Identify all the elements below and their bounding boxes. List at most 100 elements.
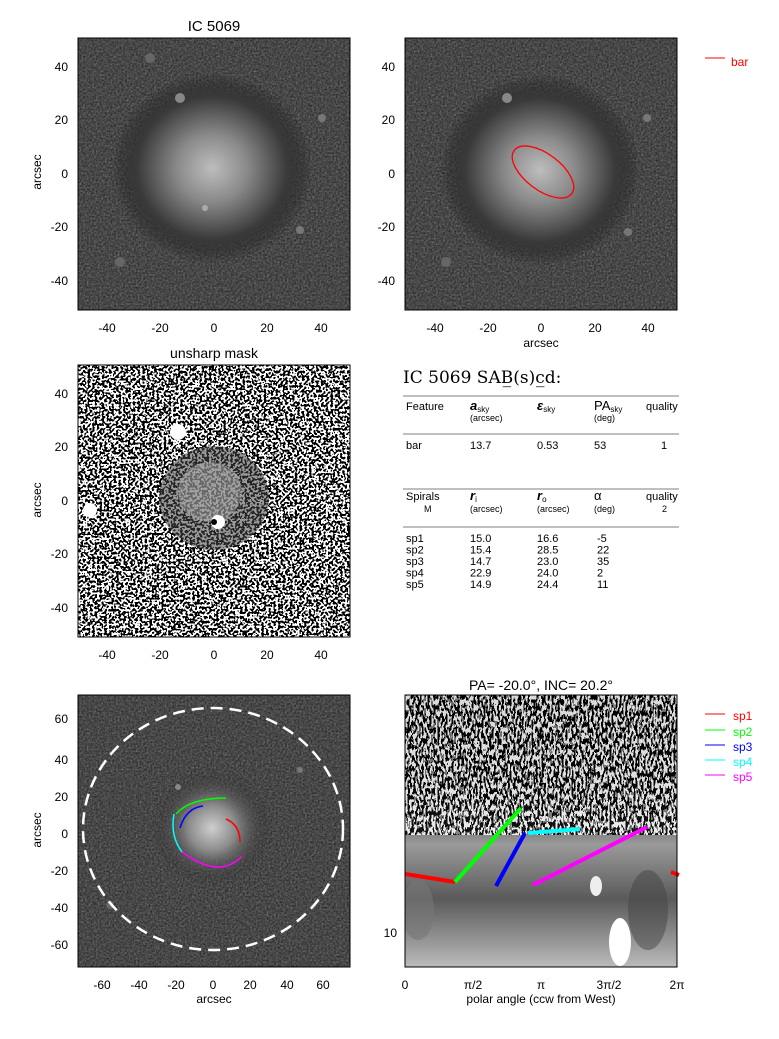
- tick-label: 0: [211, 648, 218, 662]
- legend-label: sp3: [733, 740, 753, 754]
- col-feature: Feature: [406, 401, 444, 413]
- tick-label: 0: [388, 167, 395, 181]
- col-alpha: α: [594, 488, 602, 503]
- tick-label: 0: [61, 494, 68, 508]
- tick-label: -20: [151, 321, 169, 335]
- spiral-legend: sp1 sp2 sp3 sp4 sp5: [705, 709, 753, 784]
- tick-label: π: [537, 978, 545, 992]
- cell-alpha: 22: [597, 545, 609, 557]
- table-row: sp2 15.4 28.5 22: [406, 545, 609, 557]
- spiral-arm-sp4: [172, 813, 183, 853]
- galaxy-image: [78, 38, 350, 310]
- col-spirals: Spirals: [406, 491, 440, 503]
- cell-alpha: -5: [597, 533, 607, 545]
- tick-label: 0: [61, 167, 68, 181]
- tick-label: -20: [167, 978, 185, 992]
- tick-label: -40: [98, 321, 116, 335]
- unsharp-image: [78, 365, 350, 637]
- y-axis-label: arcsec: [30, 812, 44, 847]
- panel-top-right: arcsec -40 -20 0 20 40 40 20 0 -20 -40 b…: [378, 37, 748, 350]
- tick-label: 40: [382, 60, 396, 74]
- cell-ri: 15.4: [470, 545, 491, 557]
- col-quality: quality: [646, 491, 678, 503]
- tick-label: 20: [55, 113, 69, 127]
- tick-label: -40: [51, 601, 69, 615]
- col-m: M: [424, 504, 432, 514]
- col-ri: ri: [470, 488, 477, 504]
- spiral-segment-sp5: [532, 825, 648, 887]
- col-e-sky: εsky: [537, 398, 555, 414]
- tick-label: 20: [588, 321, 602, 335]
- cell-quality: 1: [661, 440, 667, 452]
- tick-label: -40: [51, 901, 69, 915]
- col-pa-unit: (deg): [594, 413, 615, 423]
- tick-label: -20: [151, 648, 169, 662]
- tick-label: 40: [641, 321, 655, 335]
- spiral-segment-sp2: [453, 806, 523, 884]
- panel-unsharp-mask: unsharp mask arcsec -40 -20 0 20 40 40 2…: [30, 345, 351, 662]
- cell-feature: bar: [406, 440, 422, 452]
- col-a-sky: asky: [470, 398, 489, 414]
- tick-label: -60: [93, 978, 111, 992]
- tick-label: -40: [98, 648, 116, 662]
- legend-label: sp1: [733, 709, 753, 723]
- col-pa-sky: PAsky: [594, 398, 622, 414]
- tick-label: -40: [426, 321, 444, 335]
- tick-label: 0: [61, 827, 68, 841]
- col-a-unit: (arcsec): [470, 413, 503, 423]
- galaxy-image: [405, 38, 677, 310]
- col-quality: quality: [646, 401, 678, 413]
- cell-alpha: 35: [597, 556, 609, 568]
- table-row: sp1 15.0 16.6 -5: [406, 533, 607, 545]
- cell-e: 0.53: [537, 440, 558, 452]
- galaxy-image: [78, 695, 350, 967]
- tick-label: -20: [378, 220, 396, 234]
- tick-label: -60: [51, 938, 69, 952]
- tick-label: π/2: [464, 978, 483, 992]
- cell-name: sp5: [406, 579, 424, 591]
- tick-label: 40: [55, 753, 69, 767]
- cell-ro: 16.6: [537, 533, 558, 545]
- col-ro-unit: (arcsec): [537, 504, 570, 514]
- spiral-arm-sp1: [225, 818, 241, 843]
- tick-label: 10: [384, 926, 398, 940]
- tick-label: -40: [130, 978, 148, 992]
- tick-label: 20: [55, 440, 69, 454]
- tick-label: 0: [211, 321, 218, 335]
- tick-label: 60: [55, 712, 69, 726]
- tick-label: 20: [243, 978, 257, 992]
- tick-label: 40: [314, 321, 328, 335]
- cell-ri: 22.9: [470, 568, 491, 580]
- panel-polar-plot: PA= -20.0°, INC= 20.2° polar angle (ccw …: [384, 677, 753, 1006]
- col-ro: ro: [537, 488, 547, 504]
- panel-top-left: IC 5069 arcsec -40 -20 0 20 40 40 20 0 -…: [30, 18, 351, 335]
- tick-label: 40: [55, 387, 69, 401]
- cell-name: sp1: [406, 533, 424, 545]
- x-axis-label: arcsec: [196, 992, 231, 1006]
- spiral-arm-sp2: [175, 797, 227, 815]
- panel-spiral-overlay: arcsec arcsec -60 -40 -20 0 20 40 60 60 …: [30, 694, 351, 1006]
- x-axis-label: polar angle (ccw from West): [466, 992, 615, 1006]
- spiral-segment-sp3: [494, 832, 527, 887]
- tick-label: -20: [479, 321, 497, 335]
- cell-pa: 53: [594, 440, 606, 452]
- col-ri-unit: (arcsec): [470, 504, 503, 514]
- tick-label: 20: [55, 790, 69, 804]
- tick-label: 20: [260, 321, 274, 335]
- cell-name: sp4: [406, 568, 424, 580]
- table-row: sp4 22.9 24.0 2: [406, 568, 603, 580]
- cell-a: 13.7: [470, 440, 491, 452]
- tick-label: 20: [382, 113, 396, 127]
- cell-ro: 28.5: [537, 545, 558, 557]
- tick-label: -20: [51, 220, 69, 234]
- col-alpha-unit: (deg): [594, 504, 615, 514]
- legend-label: sp5: [733, 770, 753, 784]
- bar-ellipse: [511, 145, 575, 199]
- tick-label: -20: [51, 864, 69, 878]
- cell-name: sp3: [406, 556, 424, 568]
- cell-alpha: 2: [597, 568, 603, 580]
- tick-label: 2π: [670, 978, 685, 992]
- panel-title: unsharp mask: [170, 345, 259, 361]
- cell-ri: 14.9: [470, 579, 491, 591]
